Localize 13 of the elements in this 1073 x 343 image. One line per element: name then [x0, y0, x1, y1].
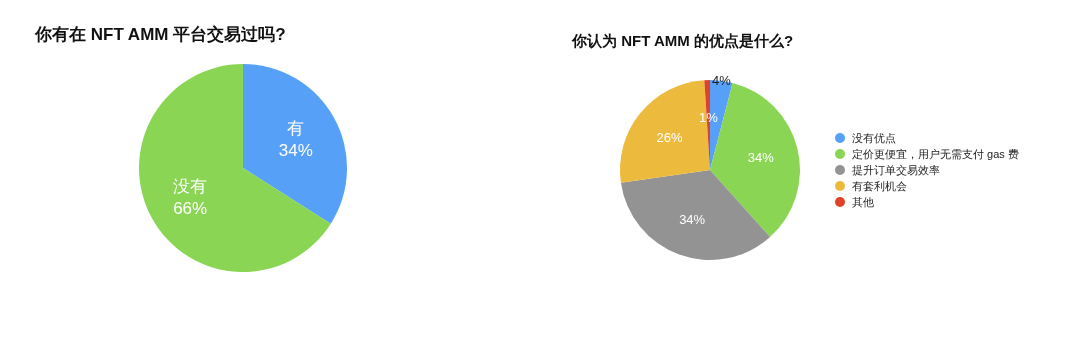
slice-label: 没有	[173, 176, 208, 196]
data-label: 34%	[679, 211, 706, 227]
data-label: 66%	[173, 199, 208, 219]
legend-label: 提升订单交易效率	[852, 163, 940, 176]
legend-label: 有套利机会	[852, 179, 907, 192]
legend-label: 其他	[852, 195, 874, 208]
legend-label: 没有优点	[852, 131, 896, 144]
chart-title: 你认为 NFT AMM 的优点是什么?	[571, 32, 794, 49]
data-label: 34%	[747, 150, 775, 166]
chart-title: 你有在 NFT AMM 平台交易过吗?	[34, 25, 286, 44]
data-label: 26%	[656, 129, 683, 145]
slice-label: 有	[287, 118, 305, 138]
data-label: 34%	[278, 140, 313, 160]
